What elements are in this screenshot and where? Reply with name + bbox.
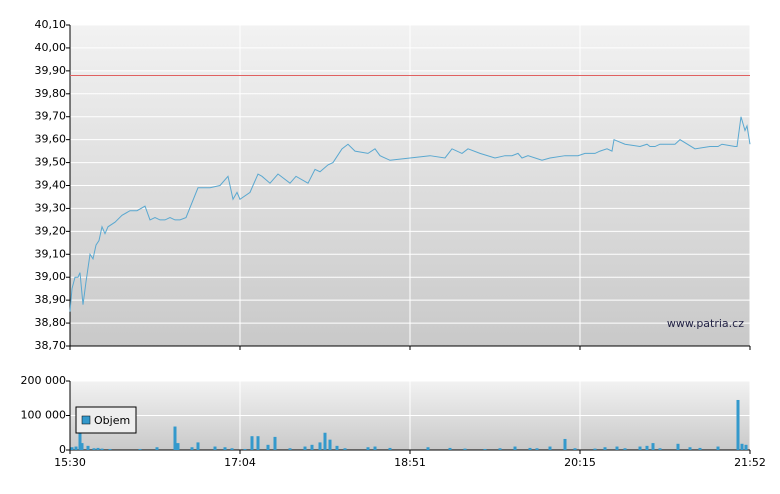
volume-bar [250,436,254,450]
x-tick-label: 20:15 [564,456,596,469]
volume-bar [100,448,104,450]
price-line [69,116,751,312]
volume-bar [78,423,82,450]
x-tick-label: 17:04 [224,456,256,469]
volume-bar [213,446,217,450]
volume-bar [266,444,270,450]
volume-bar [388,447,392,450]
volume-bar [744,444,748,450]
volume-bar [273,436,277,450]
volume-bar [173,426,177,450]
volume-bar [483,448,487,450]
volume-bar [256,436,260,450]
y-tick-label: 39,00 [35,270,67,283]
volume-bar [176,443,180,450]
volume-bar [80,443,84,450]
legend-label: Objem [94,414,130,427]
volume-bar [716,446,720,450]
volume-bar [463,448,467,450]
volume-bar [318,442,322,450]
volume-bar [426,447,430,450]
volume-bar [688,447,692,450]
y-tick-label: 39,80 [35,87,67,100]
volume-bar [70,447,74,450]
volume-bar [335,445,339,450]
volume-bar [593,448,597,450]
volume-bar [190,447,194,450]
volume-bar [573,448,577,450]
y-tick-label: 39,50 [35,156,67,169]
volume-bar [96,447,100,450]
volume-bar [86,445,90,450]
volume-bar [223,447,227,450]
legend-swatch [81,415,91,425]
x-tick-label: 15:30 [54,456,86,469]
y-tick-label: 39,10 [35,247,67,260]
volume-bar [108,448,112,450]
volume-bar [676,443,680,450]
y-tick-label: 39,40 [35,179,67,192]
volume-bar [448,447,452,450]
y-tick-label: 39,90 [35,64,67,77]
volume-bar [638,446,642,450]
y-tick-label: 38,90 [35,293,67,306]
volume-bar [138,448,142,450]
volume-bar [548,446,552,450]
volume-bar [498,448,502,450]
volume-bar [303,446,307,450]
y-tick-label: 0 [59,443,66,456]
y-tick-label: 39,70 [35,110,67,123]
volume-bar [563,438,567,450]
y-tick-label: 38,70 [35,339,67,352]
volume-bar [230,448,234,450]
x-tick-label: 21:52 [734,456,766,469]
volume-bar [155,447,159,450]
y-tick-label: 39,20 [35,224,67,237]
volume-bar [243,448,247,450]
volume-bar [323,432,327,450]
y-tick-label: 40,00 [35,41,67,54]
y-tick-label: 38,80 [35,316,67,329]
volume-bar [513,446,517,450]
volume-bar [603,447,607,450]
volume-bar [196,442,200,450]
volume-bar [535,448,539,450]
volume-bar [328,439,332,450]
volume-bar [74,446,78,450]
volume-bar [623,448,627,450]
y-tick-label: 39,30 [35,201,67,214]
volume-bar [343,448,347,450]
volume-bar [92,448,96,450]
volume-bar [645,445,649,450]
y-tick-label: 100 000 [21,409,67,422]
volume-bar [736,399,740,450]
volume-bar [658,448,662,450]
volume-bar [740,443,744,450]
volume-bar [698,447,702,450]
volume-bar [373,446,377,450]
y-tick-label: 39,60 [35,133,67,146]
watermark: www.patria.cz [667,317,744,330]
volume-bar [651,443,655,450]
volume-bar [310,444,314,450]
x-tick-label: 18:51 [394,456,426,469]
y-tick-label: 40,10 [35,18,67,31]
volume-bar [615,446,619,450]
volume-bar [288,448,292,450]
y-tick-label: 200 000 [21,374,67,387]
volume-bar [366,447,370,450]
volume-bar [528,447,532,450]
